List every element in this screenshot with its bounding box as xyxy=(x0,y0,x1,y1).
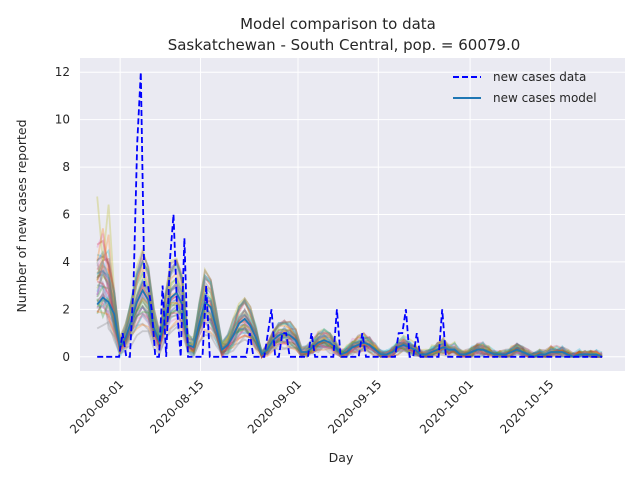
model-ensemble-line xyxy=(96,248,603,358)
legend-label-model: new cases model xyxy=(493,91,597,105)
model-ensemble-line xyxy=(96,257,603,360)
model-ensemble-line xyxy=(96,270,603,359)
chart-subtitle: Saskatchewan - South Central, pop. = 600… xyxy=(168,36,521,54)
model-ensemble-line xyxy=(96,264,603,360)
legend-label-data: new cases data xyxy=(493,70,586,84)
model-ensemble-line xyxy=(96,249,603,357)
model-ensemble-line xyxy=(96,269,603,358)
model-series-line xyxy=(96,288,603,358)
model-ensemble-line xyxy=(96,258,603,358)
data-series-line xyxy=(97,72,603,358)
y-tick-labels: 0 2 4 6 8 10 12 xyxy=(55,65,70,364)
model-ensemble-line xyxy=(96,280,603,359)
y-tick-label: 0 xyxy=(62,350,70,364)
legend: new cases data new cases model xyxy=(453,70,597,105)
grid-lines xyxy=(80,58,625,371)
y-tick-label: 8 xyxy=(62,160,70,174)
model-ensemble-line xyxy=(96,196,603,358)
model-ensemble-line xyxy=(96,280,603,359)
series-lines xyxy=(96,72,603,358)
y-tick-label: 4 xyxy=(62,255,70,269)
model-ensemble-line xyxy=(96,270,603,358)
model-ensemble-line xyxy=(97,310,603,358)
model-ensemble-line xyxy=(96,269,603,359)
model-ensemble-line xyxy=(96,250,603,358)
y-tick-label: 6 xyxy=(62,208,70,222)
model-ensemble-line xyxy=(96,272,603,359)
y-tick-label: 10 xyxy=(55,113,70,127)
chart-title: Model comparison to data xyxy=(240,15,436,33)
y-axis-label: Number of new cases reported xyxy=(14,119,29,312)
model-ensemble-line xyxy=(96,250,603,358)
model-ensemble-line xyxy=(97,279,603,359)
x-axis-label: Day xyxy=(329,450,354,465)
y-tick-label: 12 xyxy=(55,65,70,79)
model-ensemble-line xyxy=(96,294,603,360)
y-tick-label: 2 xyxy=(62,302,70,316)
